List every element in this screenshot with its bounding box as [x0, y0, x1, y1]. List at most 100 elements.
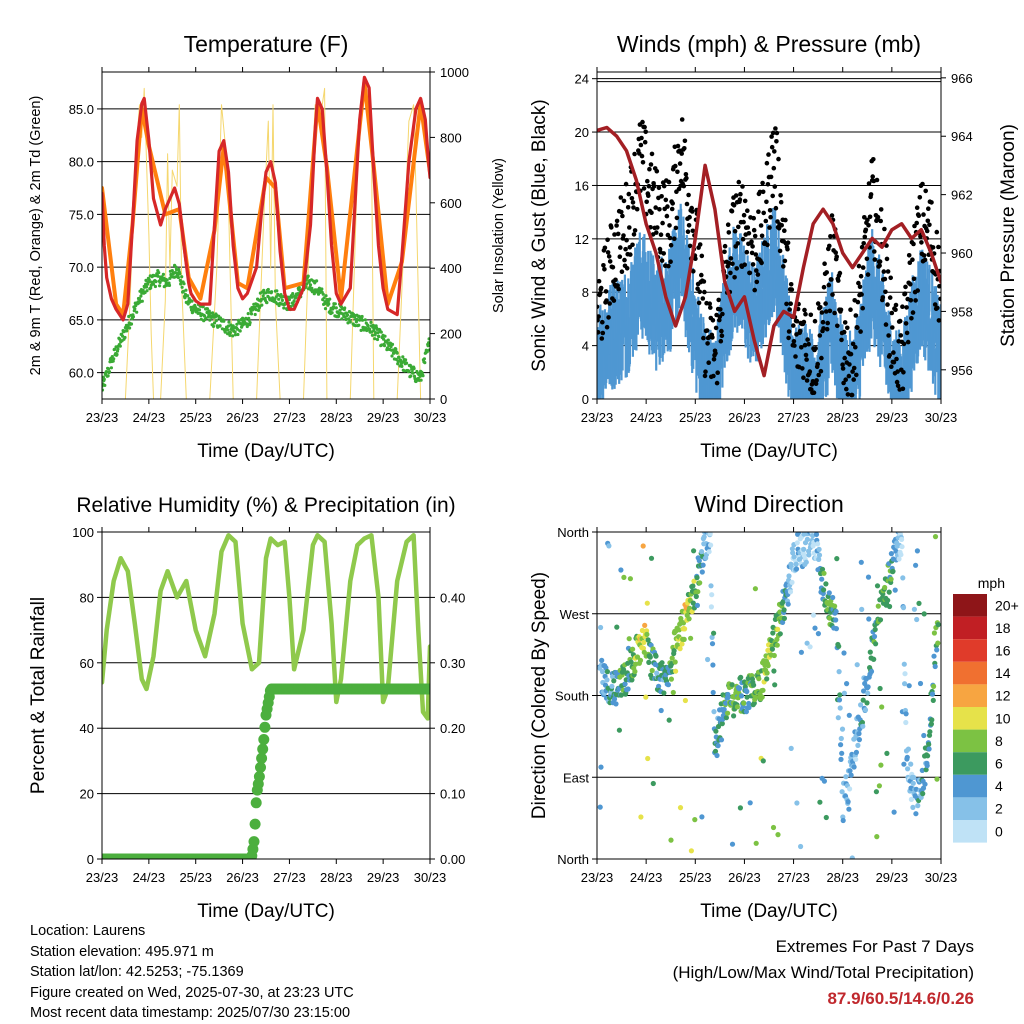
point-wind-direction: [928, 721, 935, 727]
point-wind-direction: [839, 789, 845, 795]
point-dewpoint: [396, 362, 400, 366]
point-gust: [631, 232, 637, 237]
point-gust: [768, 214, 773, 220]
point-gust: [623, 246, 628, 252]
point-wind-direction: [760, 758, 766, 764]
extremes-values: 87.9/60.5/14.6/0.26: [827, 989, 974, 1008]
point-gust: [806, 341, 811, 347]
point-wind-direction: [838, 735, 844, 742]
point-gust: [840, 362, 845, 368]
point-wind-direction: [836, 697, 843, 703]
point-dewpoint: [407, 369, 411, 373]
point-gust: [730, 261, 735, 267]
point-wind-direction: [934, 647, 940, 653]
point-gust: [807, 369, 813, 374]
point-gust: [781, 264, 786, 269]
point-dewpoint: [380, 343, 384, 347]
point-gust: [663, 197, 669, 203]
point-dewpoint: [323, 307, 328, 311]
point-gust: [850, 369, 855, 374]
point-dewpoint: [275, 289, 279, 293]
point-wind-direction: [775, 626, 781, 632]
point-gust: [782, 228, 787, 233]
point-gust: [771, 165, 777, 171]
colorbar-title: mph: [978, 575, 1005, 591]
point-gust: [668, 259, 673, 265]
point-wind-direction: [819, 576, 825, 582]
point-wind-direction: [931, 630, 938, 636]
point-gust: [812, 318, 818, 324]
point-dewpoint: [211, 311, 215, 315]
point-wind-direction: [699, 814, 705, 820]
point-gust: [691, 269, 696, 274]
point-gust: [657, 207, 662, 212]
point-wind-direction: [872, 626, 878, 633]
point-gust: [774, 139, 779, 144]
point-wind-direction: [806, 552, 812, 558]
point-gust: [855, 325, 860, 331]
point-gust: [624, 237, 629, 243]
point-gust: [687, 243, 693, 249]
y2-tick-label: 1000: [440, 65, 469, 80]
point-dewpoint: [181, 289, 186, 293]
point-gust: [666, 263, 671, 269]
point-wind-direction: [836, 669, 842, 675]
point-gust: [642, 139, 648, 145]
point-dewpoint: [421, 374, 425, 378]
point-wind-direction: [604, 669, 611, 675]
point-wind-direction: [746, 700, 752, 707]
point-gust: [646, 183, 652, 189]
point-dewpoint: [128, 326, 132, 330]
plot-area: [102, 533, 430, 859]
point-wind-direction: [926, 741, 932, 748]
point-gust: [674, 215, 680, 221]
point-gust: [877, 259, 883, 264]
x-tick-label: 25/23: [179, 410, 212, 425]
point-gust: [836, 278, 841, 283]
point-wind-direction: [853, 756, 859, 762]
point-gust: [904, 330, 910, 336]
point-gust: [872, 257, 878, 262]
point-gust: [734, 266, 739, 271]
point-dewpoint: [401, 355, 405, 359]
point-gust: [908, 298, 914, 303]
point-gust: [767, 225, 772, 230]
point-gust: [747, 270, 753, 276]
point-wind-direction: [744, 688, 750, 695]
x-tick-label: 25/23: [679, 410, 712, 425]
point-gust: [805, 337, 810, 342]
point-gust: [683, 172, 689, 177]
point-gust: [821, 326, 826, 331]
y-tick-label: 8: [582, 285, 589, 300]
point-gust: [930, 245, 936, 250]
point-wind-direction: [670, 689, 676, 696]
point-dewpoint: [222, 319, 226, 323]
point-wind-direction: [764, 676, 770, 682]
point-gust: [889, 310, 895, 316]
point-wind-direction: [621, 667, 627, 673]
y2-tick-label: 960: [951, 246, 973, 261]
point-gust: [883, 322, 889, 327]
point-wind-direction: [639, 627, 646, 634]
point-wind-direction: [922, 781, 928, 787]
point-wind-direction: [713, 728, 719, 734]
y-tick-label: 16: [575, 178, 589, 193]
x-tick-label: 25/23: [179, 870, 212, 885]
point-gust: [894, 379, 900, 385]
x-tick-label: 27/23: [273, 870, 306, 885]
point-wind-direction: [668, 676, 675, 682]
point-wind-direction: [879, 704, 885, 710]
point-wind-direction: [843, 774, 849, 780]
point-wind-direction: [846, 712, 852, 718]
point-wind-direction: [916, 600, 922, 607]
x-axis-label: Time (Day/UTC): [197, 441, 335, 462]
point-wind-direction: [746, 704, 752, 711]
point-wind-direction: [819, 566, 826, 572]
panel-4: Wind Direction North East South West North 23/…: [529, 491, 1019, 922]
point-wind-direction: [708, 583, 714, 589]
point-dewpoint: [264, 291, 268, 295]
point-gust: [777, 248, 783, 254]
point-dewpoint: [140, 299, 144, 303]
point-wind-direction: [860, 697, 866, 703]
point-gust: [862, 215, 867, 220]
